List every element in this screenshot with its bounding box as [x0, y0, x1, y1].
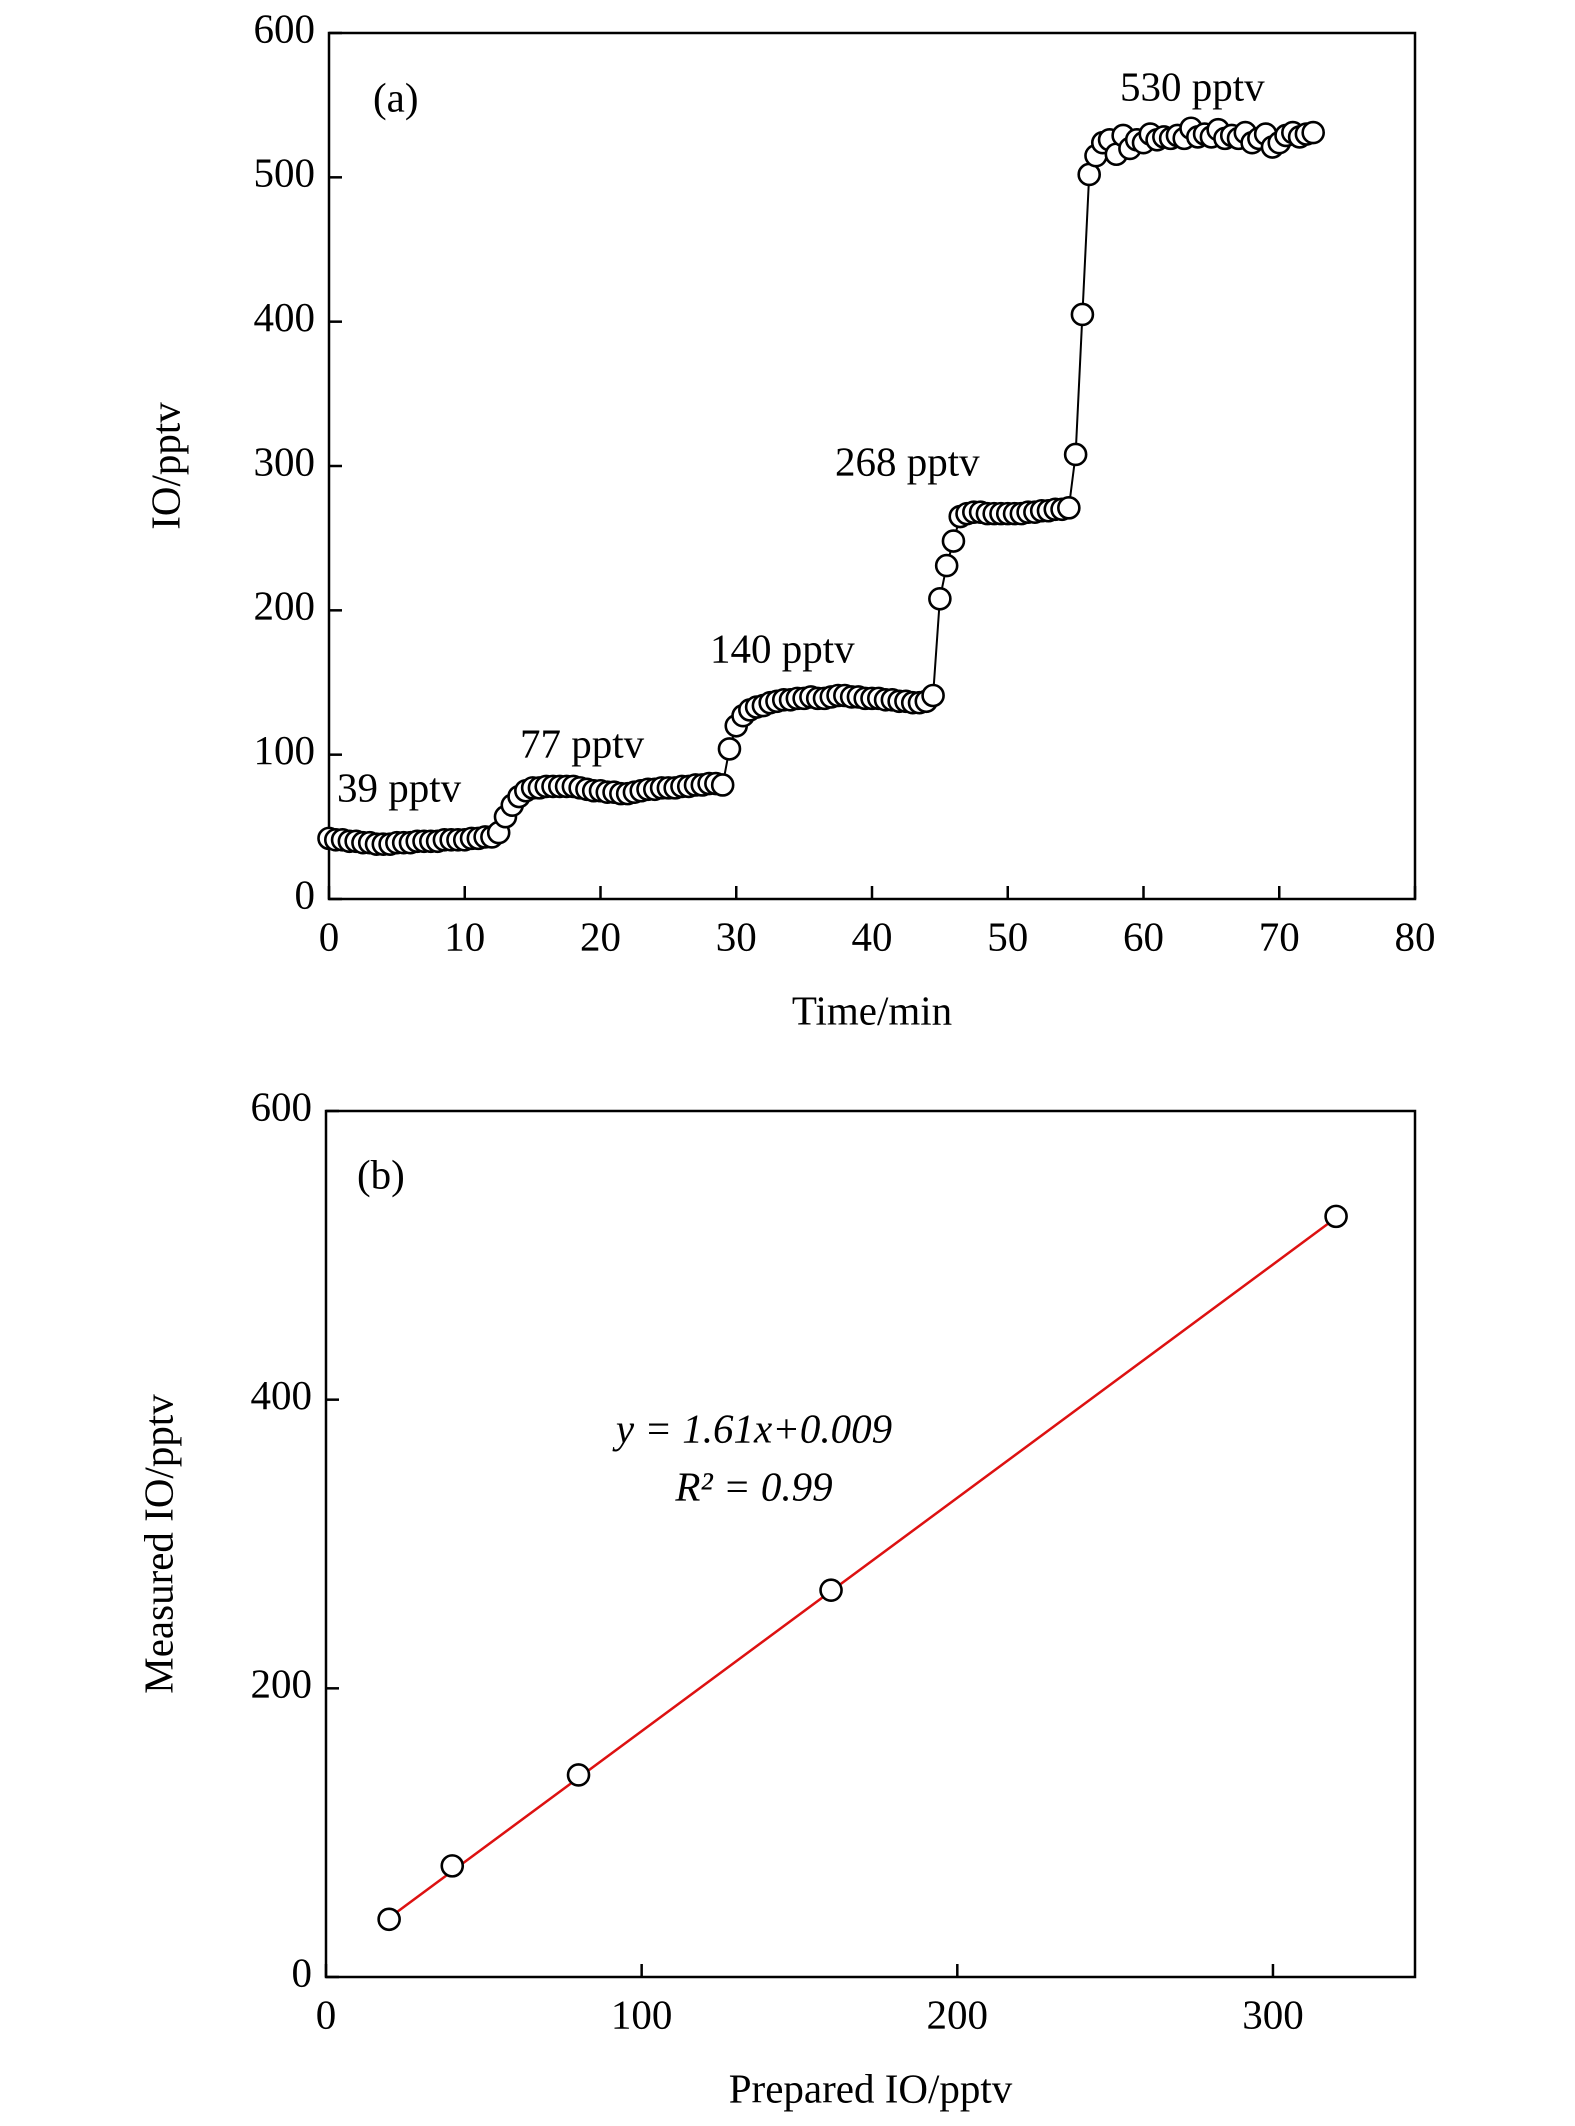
x-axis-title: Time/min	[792, 987, 952, 1033]
data-point	[1063, 442, 1088, 467]
x-tick-label: 50	[987, 913, 1028, 959]
x-tick-label: 30	[716, 913, 757, 959]
annotation: 268 pptv	[835, 438, 980, 484]
x-axis-title: Prepared IO/pptv	[729, 2065, 1013, 2111]
x-tick-label: 200	[927, 1991, 989, 2037]
data-point	[921, 683, 945, 708]
data-point	[1057, 496, 1081, 520]
x-tick-label: 0	[319, 913, 340, 959]
annotation: y = 1.61x+0.009	[612, 1405, 892, 1451]
data-point	[1070, 302, 1095, 327]
y-tick-label: 400	[254, 294, 316, 340]
x-tick-label: 300	[1242, 1991, 1304, 2037]
data-point	[928, 586, 952, 611]
y-tick-label: 500	[254, 150, 316, 196]
data-point	[710, 773, 735, 797]
x-tick-label: 80	[1395, 913, 1436, 959]
y-tick-label: 0	[295, 871, 316, 917]
annotation: R² = 0.99	[674, 1463, 832, 1509]
y-tick-label: 200	[251, 1661, 313, 1707]
annotation: 77 pptv	[520, 720, 645, 766]
data-point	[1324, 1204, 1348, 1229]
data-line	[328, 126, 1314, 846]
data-point	[717, 737, 742, 761]
y-tick-label: 400	[251, 1372, 313, 1418]
data-point	[819, 1578, 843, 1602]
y-axis-title: IO/pptv	[142, 402, 188, 530]
x-tick-label: 20	[580, 913, 621, 959]
data-point	[440, 1854, 465, 1878]
plot-frame	[324, 1109, 1417, 1979]
y-tick-label: 0	[292, 1949, 313, 1995]
x-tick-label: 70	[1259, 913, 1300, 959]
annotation: 39 pptv	[337, 764, 462, 810]
fit-line	[388, 1216, 1337, 1919]
annotation: (b)	[357, 1151, 405, 1197]
y-tick-label: 600	[251, 1083, 313, 1129]
data-point	[1301, 120, 1325, 145]
y-axis-title: Measured IO/pptv	[135, 1394, 181, 1694]
y-tick-label: 600	[254, 5, 316, 51]
y-tick-label: 100	[254, 727, 316, 773]
data-point	[941, 529, 966, 553]
x-tick-label: 60	[1123, 913, 1164, 959]
data-point	[566, 1763, 591, 1787]
x-tick-label: 100	[611, 1991, 673, 2037]
y-tick-label: 300	[254, 438, 316, 484]
annotation: 530 pptv	[1120, 63, 1265, 109]
x-tick-label: 0	[316, 1991, 337, 2037]
data-point	[377, 1907, 401, 1932]
y-tick-label: 200	[254, 583, 316, 629]
annotation: (a)	[373, 74, 419, 120]
annotation: 140 pptv	[710, 625, 855, 671]
x-tick-label: 10	[444, 913, 485, 959]
data-point	[934, 553, 959, 578]
x-tick-label: 40	[852, 913, 893, 959]
